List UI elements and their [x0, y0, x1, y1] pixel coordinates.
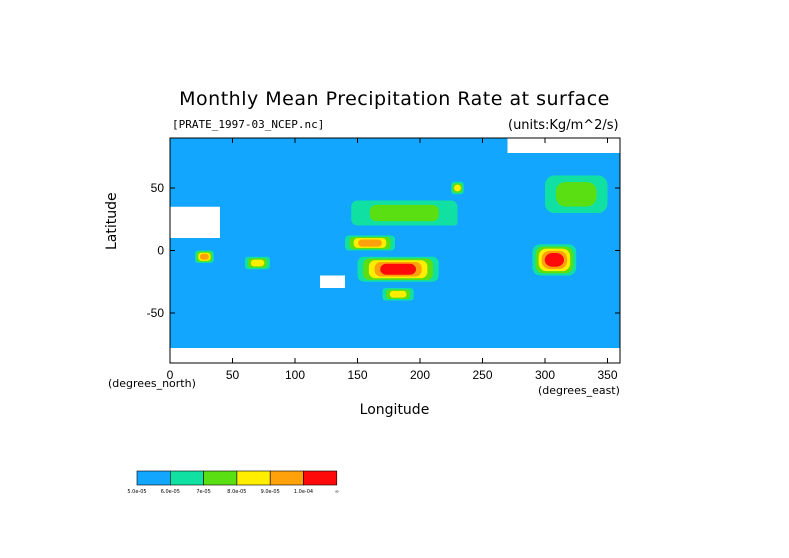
colorbar-label: 8.0e-05: [227, 489, 246, 495]
x-unit-label: (degrees_east): [538, 384, 620, 397]
plot-area: [170, 138, 620, 363]
precip-region: [389, 290, 407, 298]
x-tick-label: 350: [597, 368, 617, 382]
colorbar-swatch: [236, 470, 271, 486]
colorbar-swatch: [136, 470, 171, 486]
x-tick-label: 50: [226, 368, 240, 382]
colorbar-label: 6.0e-05: [161, 489, 180, 495]
precip-region: [199, 253, 209, 260]
colorbar-label: 9.0e-05: [261, 489, 280, 495]
colorbar-label: ∞: [335, 489, 339, 495]
y-tick-label: 0: [157, 244, 164, 258]
precip-region: [369, 204, 439, 222]
precip-region: [250, 259, 265, 267]
colorbar-swatch: [303, 470, 338, 486]
colorbar-label: 1.0e-04: [294, 489, 313, 495]
x-tick-label: 250: [472, 368, 492, 382]
x-tick-label: 150: [347, 368, 367, 382]
precip-region: [438, 213, 458, 226]
chart-subtitle: [PRATE_1997-03_NCEP.nc]: [172, 118, 325, 131]
colorbar-swatch: [269, 470, 304, 486]
missing-data-area: [507, 138, 620, 153]
axes: 0 50 100 150 200 250 300 350 50 0 -50: [147, 137, 621, 382]
precip-region: [358, 239, 382, 247]
colorbar-label: 7e-05: [196, 489, 210, 495]
y-tick-label: -50: [147, 306, 165, 320]
missing-data-area: [170, 206, 220, 238]
precip-region: [454, 184, 461, 192]
colorbar-label: 5.0e-05: [127, 489, 146, 495]
colorbar-swatch: [203, 470, 238, 486]
x-tick-label: 200: [410, 368, 430, 382]
y-unit-label: (degrees_north): [108, 377, 196, 390]
x-tick-label: 100: [285, 368, 305, 382]
colorbar-swatch: [170, 470, 204, 486]
precip-region: [544, 253, 564, 267]
y-tick-label: 50: [151, 181, 165, 195]
units-label: (units:Kg/m^2/s): [508, 118, 619, 133]
x-tick-label: 0: [167, 368, 174, 382]
missing-data-area: [170, 348, 620, 363]
missing-data-area: [320, 275, 345, 288]
colorbar: 5.0e-05 6.0e-05 7e-05 8.0e-05 9.0e-05 1.0e-04…: [127, 470, 339, 495]
chart-title: Monthly Mean Precipitation Rate at surfa…: [179, 88, 610, 110]
x-tick-label: 300: [535, 368, 555, 382]
x-axis-label: Longitude: [359, 402, 430, 418]
precip-region: [555, 182, 597, 207]
precip-region: [380, 263, 416, 275]
